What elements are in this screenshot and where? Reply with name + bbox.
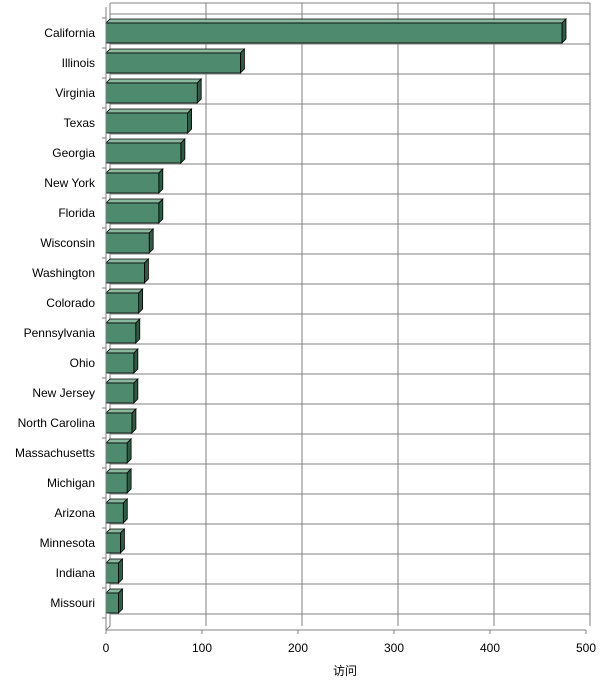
bar-top-face [105,258,150,264]
bar-side-face [126,438,132,464]
bar-side-face [196,78,202,104]
category-label: New York [44,176,96,190]
bar-top-face [105,48,246,54]
bar [105,262,145,284]
category-label: Florida [58,206,95,220]
bars-layer [105,18,567,614]
bar-side-face [148,228,154,254]
bar-top-face [105,408,137,414]
grid-layer [105,2,591,631]
bar [105,112,188,134]
x-tick-label: 100 [192,641,212,655]
x-tick-label: 0 [103,641,110,655]
bar-side-face [118,558,123,584]
category-label: North Carolina [18,416,96,430]
category-label: Illinois [62,56,95,70]
bar [105,22,563,44]
bar [105,82,198,104]
bar-top-face [105,378,139,384]
bar-side-face [561,18,567,44]
bar [105,352,135,374]
bar-side-face [133,378,139,404]
x-tick-label: 400 [480,641,500,655]
bar-top-face [105,168,164,174]
bar-side-face [122,498,128,524]
bar-side-face [143,258,149,284]
bar-side-face [187,108,193,134]
category-label: New Jersey [32,386,95,400]
bar-top-face [105,228,155,234]
bar-top-face [105,108,193,114]
x-tick-label: 200 [288,641,308,655]
bar-side-face [126,468,132,494]
bar-top-face [105,198,164,204]
bar [105,502,124,524]
bar-top-face [105,288,144,294]
bar-top-face [105,138,186,144]
bar-top-face [105,348,139,354]
bar [105,382,135,404]
bar [105,322,137,344]
category-label: Michigan [47,476,95,490]
bar [105,562,119,584]
bar [105,202,160,224]
bar-top-face [105,78,203,84]
category-label: Colorado [46,296,95,310]
category-label: Wisconsin [40,236,95,250]
bar [105,142,182,164]
category-label: Pennsylvania [24,326,96,340]
category-label: Ohio [70,356,96,370]
category-label: Arizona [54,506,95,520]
category-label: Indiana [56,566,96,580]
bar-side-face [138,288,144,314]
bar-side-face [158,198,164,224]
category-label: Missouri [50,596,95,610]
bar [105,472,128,494]
bar-side-face [158,168,164,194]
floor-depth-edge [105,625,111,631]
bar-top-face [105,318,141,324]
bar-side-face [239,48,245,74]
bar-side-face [118,588,123,614]
category-label: Minnesota [40,536,96,550]
category-label: Georgia [52,146,95,160]
x-tick-label: 500 [576,641,596,655]
x-tick-label: 300 [384,641,404,655]
bar [105,292,140,314]
category-label: Washington [32,266,95,280]
bar [105,412,133,434]
category-label: Massachusetts [15,446,95,460]
bar-side-face [133,348,139,374]
bar [105,532,121,554]
category-label: Virginia [55,86,95,100]
bar [105,52,241,74]
bar-side-face [180,138,186,164]
axes-layer [102,7,587,634]
bar [105,442,128,464]
bar-top-face [105,18,567,24]
bar-side-face [131,408,137,434]
category-label: Texas [64,116,95,130]
bar-side-face [120,528,125,554]
bar [105,592,119,614]
category-label: California [44,26,95,40]
bar-side-face [135,318,141,344]
bar [105,172,160,194]
x-axis-title: 访问 [333,664,357,678]
labels-layer: 0 100 200 300 400 500 California Illinois Virgin… [15,26,596,655]
bar [105,232,150,254]
